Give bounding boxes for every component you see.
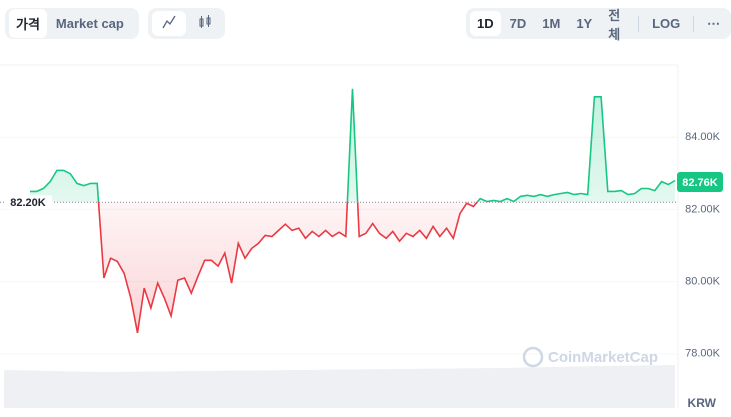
current-price-label: 82.76K xyxy=(682,177,718,189)
more-button[interactable]: ⋯ xyxy=(707,15,720,31)
range[interactable]: 전체 xyxy=(608,7,621,42)
watermark: CoinMarketCap xyxy=(548,349,658,366)
current-price-marker xyxy=(677,171,723,192)
y-tick-label: 78.00K xyxy=(685,348,721,360)
candle-style-button[interactable] xyxy=(188,11,222,36)
chart-style xyxy=(148,8,225,39)
range[interactable]: 1D xyxy=(470,11,501,36)
range[interactable]: 7D xyxy=(509,16,527,31)
line-style-button[interactable] xyxy=(152,11,186,36)
baseline-label-bg xyxy=(4,195,52,210)
range-tabs: 1D 7D 1M 1Y 전체 LOG ⋯ xyxy=(466,8,731,42)
baseline-label: 82.20K xyxy=(10,197,46,209)
separator xyxy=(638,15,640,32)
tab[interactable]: 가격 xyxy=(9,9,47,38)
volume-area xyxy=(4,365,675,408)
price-line xyxy=(30,88,676,334)
y-tick-label: 82.00K xyxy=(685,203,721,215)
y-tick-label: 84.00K xyxy=(685,131,721,143)
log-toggle[interactable]: LOG xyxy=(652,16,681,31)
range[interactable]: 1M xyxy=(542,16,561,31)
view-tabs: 가격 Market cap xyxy=(5,8,139,39)
separator xyxy=(693,15,694,32)
area xyxy=(30,88,675,333)
range[interactable]: 1Y xyxy=(576,16,593,31)
watermark-logo xyxy=(522,346,544,368)
y-tick-label: 80.00K xyxy=(685,276,721,288)
currency-label: KRW xyxy=(688,396,717,410)
tab[interactable]: Market cap xyxy=(55,16,124,31)
